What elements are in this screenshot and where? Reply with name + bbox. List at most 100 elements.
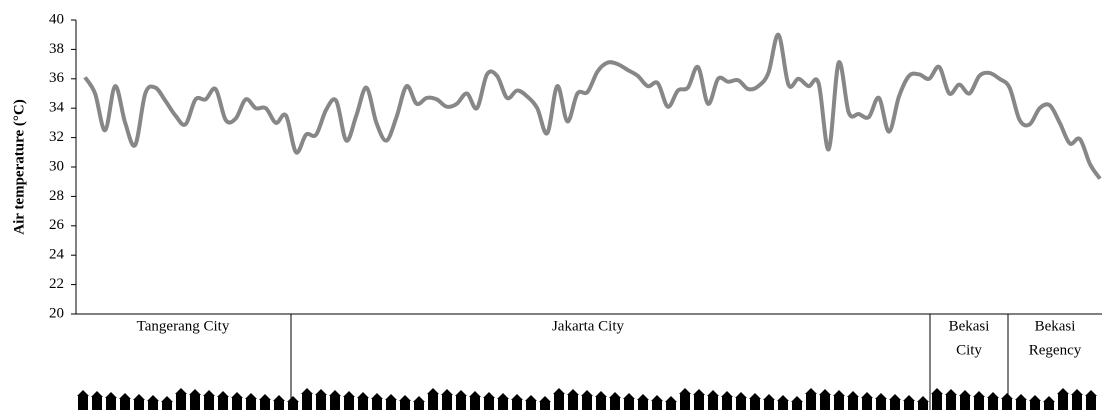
building [862, 398, 872, 410]
building [330, 396, 340, 410]
y-tick-label: 22 [49, 276, 64, 292]
roof [497, 393, 509, 399]
building [484, 398, 494, 410]
building [260, 400, 270, 410]
building [960, 396, 970, 410]
roof [343, 391, 355, 397]
building [638, 400, 648, 410]
building [988, 398, 998, 410]
roof [1071, 389, 1083, 395]
building [246, 399, 256, 410]
roof [1043, 396, 1055, 402]
roof [147, 395, 159, 401]
skyline [77, 388, 1097, 410]
building [1086, 396, 1096, 410]
roof [973, 391, 985, 397]
building [400, 401, 410, 410]
building [610, 398, 620, 410]
roof [455, 390, 467, 396]
y-tick-label: 40 [49, 11, 64, 27]
building [764, 400, 774, 410]
building [162, 402, 172, 410]
building [1072, 395, 1082, 410]
roof [175, 388, 187, 394]
building [470, 397, 480, 410]
building [666, 402, 676, 410]
roof [833, 390, 845, 396]
roof [315, 389, 327, 395]
building [834, 396, 844, 410]
y-tick-label: 24 [49, 247, 65, 263]
building [1044, 402, 1054, 410]
roof [959, 390, 971, 396]
roof [539, 396, 551, 402]
roof [483, 392, 495, 398]
roof [581, 390, 593, 396]
roof [553, 388, 565, 394]
roof [371, 393, 383, 399]
building [274, 401, 284, 410]
y-tick-label: 26 [49, 217, 65, 233]
building [974, 397, 984, 410]
building [316, 395, 326, 410]
region-label: Regency [1029, 342, 1082, 358]
roof [511, 394, 523, 400]
y-tick-label: 36 [49, 70, 65, 86]
roof [931, 388, 943, 394]
roof [1001, 393, 1013, 399]
roof [861, 392, 873, 398]
roof [119, 393, 131, 399]
building [946, 395, 956, 410]
roof [525, 395, 537, 401]
building [932, 394, 942, 410]
roof [707, 390, 719, 396]
building [554, 394, 564, 410]
roof [427, 388, 439, 394]
building [596, 397, 606, 410]
roof [161, 396, 173, 402]
roof [441, 389, 453, 395]
roof [301, 388, 313, 394]
building [736, 398, 746, 410]
y-axis-label: Air temperature (°C) [11, 99, 27, 234]
roof [245, 393, 257, 399]
building [190, 395, 200, 410]
building [92, 397, 102, 410]
roof [203, 390, 215, 396]
building [414, 402, 424, 410]
building [372, 399, 382, 410]
roof [847, 391, 859, 397]
building [722, 397, 732, 410]
roof [665, 396, 677, 402]
roof [385, 394, 397, 400]
roof [623, 393, 635, 399]
building [1058, 394, 1068, 410]
roof [273, 395, 285, 401]
roof [105, 392, 117, 398]
roof [917, 396, 929, 402]
building [176, 394, 186, 410]
y-tick-label: 30 [49, 158, 64, 174]
roof [329, 390, 341, 396]
building [148, 401, 158, 410]
roof [357, 392, 369, 398]
roof [987, 392, 999, 398]
roof [763, 394, 775, 400]
roof [651, 395, 663, 401]
building [498, 399, 508, 410]
building [512, 400, 522, 410]
roof [609, 392, 621, 398]
roof [791, 396, 803, 402]
y-tick-label: 32 [49, 129, 64, 145]
region-label: Jakarta City [552, 318, 625, 334]
roof [595, 391, 607, 397]
building [778, 401, 788, 410]
building [1016, 400, 1026, 410]
roof [945, 389, 957, 395]
building [568, 395, 578, 410]
roof [805, 388, 817, 394]
building [624, 399, 634, 410]
roof [399, 395, 411, 401]
roof [231, 392, 243, 398]
